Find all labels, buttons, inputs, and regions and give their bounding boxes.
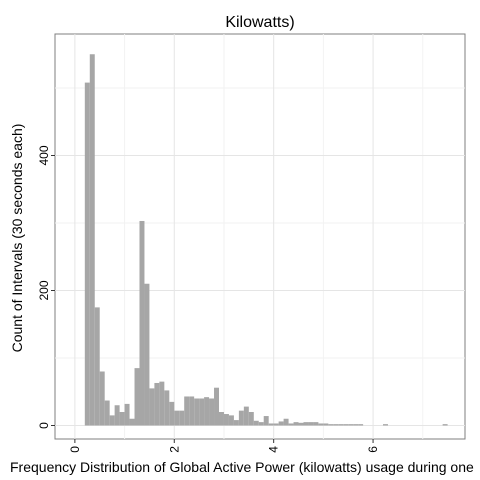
histogram-bar [283, 418, 289, 426]
histogram-bar [134, 368, 140, 426]
histogram-bar [204, 397, 210, 426]
histogram-bar [189, 396, 195, 426]
histogram-bar [219, 412, 224, 426]
y-axis-ticks: 0 200 400 [37, 145, 55, 429]
histogram-bar [184, 396, 190, 426]
histogram-bar [129, 418, 135, 426]
histogram-bar [99, 371, 105, 426]
histogram-bar [298, 422, 304, 426]
y-tick-label: 200 [37, 280, 51, 300]
histogram-bar [258, 422, 264, 426]
histogram-bar [228, 415, 234, 426]
histogram-bar [308, 422, 314, 426]
histogram-bar [233, 420, 239, 426]
histogram-bar [318, 423, 324, 426]
x-tick-label: 2 [167, 446, 181, 453]
histogram-bar [164, 390, 170, 426]
histogram-bar [114, 405, 120, 426]
y-axis-label: Count of Intervals (30 seconds each) [9, 124, 25, 353]
y-tick-label: 400 [37, 145, 51, 165]
histogram-bar [209, 398, 215, 426]
histogram-bar [223, 414, 229, 426]
x-tick-label: 6 [366, 446, 380, 453]
histogram-bar [174, 410, 180, 426]
histogram-bar [353, 424, 359, 426]
histogram-bar [144, 283, 150, 426]
histogram-bar [84, 82, 90, 426]
histogram-bar [323, 423, 329, 426]
histogram-bar [338, 424, 344, 426]
histogram-bar [333, 424, 339, 426]
histogram-bar [154, 382, 160, 426]
histogram-bar [328, 424, 334, 426]
histogram-bar [179, 410, 185, 426]
histogram-bar [278, 421, 284, 426]
histogram-bar [89, 54, 95, 426]
plot-panel [54, 33, 466, 440]
histogram-bar [169, 401, 175, 426]
histogram-bar [109, 415, 115, 426]
histogram-bar [263, 416, 269, 426]
minor-gridlines [55, 34, 465, 439]
histogram-bar [214, 387, 219, 426]
histogram-bar [139, 220, 145, 426]
histogram-bar [124, 403, 130, 426]
histogram-bar [119, 412, 125, 426]
x-axis-ticks: 0 2 4 6 [68, 439, 380, 453]
histogram-bar [253, 420, 259, 426]
histogram-bar [442, 424, 448, 426]
histogram-bar [194, 398, 200, 426]
histogram-bar [343, 424, 349, 426]
y-tick-label: 0 [37, 422, 51, 429]
histogram-bar [248, 412, 254, 426]
histogram-bar [348, 424, 354, 426]
chart-title: Kilowatts) [225, 14, 294, 31]
x-tick-label: 4 [267, 446, 281, 453]
histogram-bar [199, 398, 205, 426]
histogram-bar [303, 422, 309, 426]
histogram-bars [84, 54, 448, 426]
histogram-bar [238, 410, 244, 426]
histogram-bar [383, 424, 388, 426]
histogram-bar [104, 400, 110, 426]
histogram-bar [293, 422, 299, 426]
histogram-bar [273, 423, 279, 426]
histogram-bar [268, 423, 274, 426]
histogram-bar [149, 388, 155, 426]
histogram-bar [288, 423, 294, 426]
x-tick-label: 0 [68, 446, 82, 453]
histogram-bar [94, 307, 100, 426]
histogram-bar [358, 424, 364, 426]
histogram-bar [313, 422, 319, 426]
histogram-bar [159, 381, 165, 426]
histogram-bar [243, 406, 249, 426]
x-axis-label: Frequency Distribution of Global Active … [10, 459, 474, 475]
